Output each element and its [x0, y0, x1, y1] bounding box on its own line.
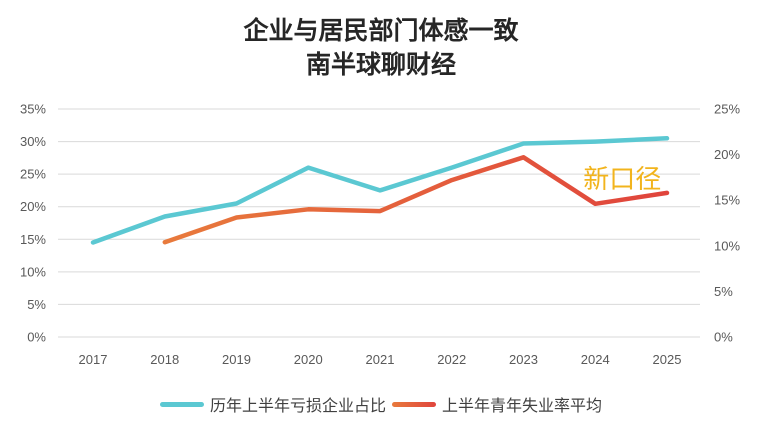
- chart-title-line-2: 南半球聊财经: [305, 50, 456, 79]
- legend-label-series-1: 历年上半年亏损企业占比: [209, 396, 386, 415]
- series-lines: [90, 136, 670, 245]
- legend-swatch-series-2: [392, 401, 436, 407]
- right-tick-label: 0%: [714, 330, 733, 345]
- series-line-1: [90, 136, 670, 245]
- x-tick-label: 2020: [294, 352, 323, 367]
- left-tick-label: 0%: [27, 330, 46, 345]
- x-tick-label: 2023: [509, 352, 538, 367]
- x-tick-label: 2018: [150, 352, 179, 367]
- x-tick-label: 2025: [653, 352, 682, 367]
- left-tick-label: 35%: [20, 102, 46, 117]
- right-tick-label: 5%: [714, 284, 733, 299]
- left-tick-label: 10%: [20, 264, 46, 279]
- annotation-new-caliber: 新口径: [583, 165, 661, 195]
- x-tick-label: 2019: [222, 352, 251, 367]
- x-tick-label: 2022: [437, 352, 466, 367]
- x-tick-label: 2017: [79, 352, 108, 367]
- annotations: 新口径: [583, 165, 661, 195]
- left-tick-label: 5%: [27, 297, 46, 312]
- chart-title: 企业与居民部门体感一致 南半球聊财经: [0, 14, 762, 82]
- legend-item-series-1: 历年上半年亏损企业占比: [159, 392, 386, 416]
- x-tick-label: 2021: [366, 352, 395, 367]
- x-axis: 2017 2018 2019 2020 2021 2022 2023 2024 2025: [79, 352, 682, 367]
- right-tick-label: 15%: [714, 193, 740, 208]
- right-y-axis: 0% 5% 10% 15% 20% 25%: [714, 102, 740, 345]
- legend-swatch-series-1: [159, 401, 204, 407]
- right-tick-label: 25%: [714, 102, 740, 117]
- left-tick-label: 20%: [20, 199, 46, 214]
- legend: 历年上半年亏损企业占比 上半年青年失业率平均: [0, 392, 762, 416]
- legend-item-series-2: 上半年青年失业率平均: [392, 392, 602, 416]
- left-tick-label: 25%: [20, 167, 46, 182]
- right-tick-label: 10%: [714, 238, 740, 253]
- chart-title-line-1: 企业与居民部门体感一致: [243, 16, 519, 45]
- right-tick-label: 20%: [714, 147, 740, 162]
- x-tick-label: 2024: [581, 352, 610, 367]
- left-tick-label: 15%: [20, 232, 46, 247]
- left-tick-label: 30%: [20, 134, 46, 149]
- legend-label-series-2: 上半年青年失业率平均: [442, 396, 603, 415]
- left-y-axis: 0% 5% 10% 15% 20% 25% 30% 35%: [20, 102, 46, 345]
- series-line-2: [162, 155, 670, 245]
